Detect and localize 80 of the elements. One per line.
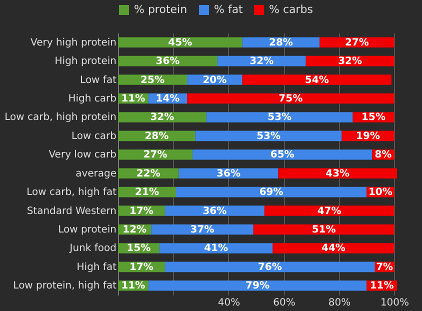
bar	[195, 130, 342, 142]
y-tick-label: average	[76, 168, 116, 180]
data-label: 15%	[362, 112, 386, 124]
data-label: 32%	[338, 56, 362, 68]
data-label: 36%	[202, 206, 227, 217]
y-tick-label: Very low carb	[48, 150, 116, 161]
bar	[118, 112, 206, 122]
data-label: 53%	[268, 112, 292, 124]
y-tick-label: Very high protein	[30, 37, 116, 48]
bar	[242, 74, 392, 85]
y-tick-label: High fat	[76, 262, 117, 273]
data-label: 22%	[136, 168, 160, 180]
bar	[187, 93, 394, 104]
data-label: 27%	[143, 150, 168, 161]
data-label: 37%	[190, 224, 214, 236]
data-label: 20%	[202, 74, 227, 86]
data-label: 28%	[269, 37, 293, 48]
data-label: 32%	[250, 56, 274, 68]
legend-label: % fat	[214, 3, 244, 16]
data-label: 75%	[278, 94, 303, 104]
y-tick-label: Junk food	[68, 243, 116, 254]
data-label: 43%	[326, 168, 350, 180]
bar	[278, 168, 397, 179]
data-label: 44%	[321, 243, 346, 254]
bar	[164, 206, 264, 216]
bar	[206, 112, 353, 122]
bar	[264, 206, 394, 216]
data-label: 17%	[130, 206, 154, 217]
data-label: 10%	[368, 187, 392, 198]
legend-label: % protein	[134, 3, 188, 16]
x-tick-label: 100%	[380, 298, 410, 308]
bar	[164, 262, 375, 272]
data-label: 8%	[374, 150, 392, 161]
data-label: 28%	[144, 130, 169, 142]
bar	[272, 243, 394, 254]
data-label: 19%	[356, 130, 380, 142]
data-label: 15%	[126, 243, 151, 254]
data-label: 27%	[344, 37, 369, 48]
data-label: 36%	[156, 56, 180, 68]
data-label: 32%	[150, 112, 174, 124]
y-tick-label: Low carb, high fat	[26, 187, 117, 198]
y-tick-label: High carb	[68, 94, 116, 104]
data-label: 7%	[376, 262, 394, 273]
data-label: 53%	[256, 130, 281, 142]
data-label: 25%	[140, 74, 164, 86]
data-label: 54%	[304, 74, 329, 86]
data-label: 45%	[168, 37, 192, 48]
legend-label: % carbs	[269, 3, 314, 16]
x-tick-label: 40%	[218, 298, 240, 308]
data-label: 14%	[156, 94, 180, 104]
x-tick-label: 60%	[273, 298, 296, 308]
x-tick-label: 80%	[328, 298, 351, 308]
y-tick-label: Low carb	[72, 130, 116, 142]
bar	[192, 149, 372, 160]
data-label: 17%	[130, 262, 154, 273]
data-label: 41%	[204, 243, 228, 254]
y-tick-label: Low protein, high fat	[13, 280, 117, 292]
y-tick-label: Low carb, high protein	[4, 112, 116, 124]
bar	[178, 168, 278, 179]
data-label: 47%	[317, 206, 342, 217]
data-label: 76%	[258, 262, 282, 273]
data-label: 65%	[270, 150, 294, 161]
data-label: 11%	[370, 280, 394, 292]
bar	[253, 224, 394, 235]
data-label: 51%	[312, 224, 336, 236]
y-tick-label: Low fat	[80, 74, 117, 86]
y-tick-label: Low protein	[58, 224, 116, 236]
data-label: 79%	[246, 280, 270, 292]
y-tick-label: Standard Western	[26, 206, 116, 217]
bar	[159, 243, 273, 254]
data-label: 12%	[122, 224, 147, 236]
data-label: 69%	[259, 187, 284, 198]
y-tick-label: High protein	[54, 56, 116, 68]
data-label: 21%	[135, 187, 159, 198]
data-label: 11%	[121, 94, 146, 104]
data-label: 36%	[216, 168, 240, 180]
bar	[176, 186, 367, 198]
bar	[148, 280, 367, 291]
data-label: 11%	[121, 280, 146, 292]
bar	[118, 37, 242, 48]
